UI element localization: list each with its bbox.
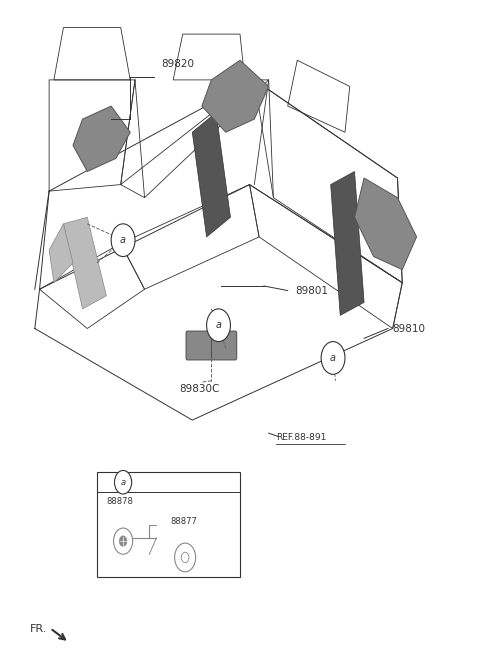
Bar [97,472,240,577]
Polygon shape [355,178,417,269]
Circle shape [115,470,132,494]
Polygon shape [63,217,107,309]
Text: a: a [330,353,336,363]
Polygon shape [192,112,230,237]
Circle shape [111,224,135,256]
Text: 89820: 89820 [161,58,194,69]
Polygon shape [73,106,130,171]
Text: FR.: FR. [30,624,48,635]
Text: REF.88-891: REF.88-891 [276,433,326,442]
Polygon shape [49,224,73,283]
Circle shape [119,536,127,547]
Text: a: a [216,320,222,330]
Circle shape [206,309,230,342]
FancyBboxPatch shape [186,331,237,360]
Text: 89830C: 89830C [179,384,220,394]
Polygon shape [331,171,364,315]
Text: 88878: 88878 [107,497,133,507]
Text: 89801: 89801 [295,286,328,296]
Polygon shape [202,60,269,132]
Text: a: a [120,235,126,245]
Text: 88877: 88877 [171,517,198,526]
Text: 89810: 89810 [393,323,426,334]
Circle shape [321,342,345,374]
Text: a: a [120,478,126,487]
